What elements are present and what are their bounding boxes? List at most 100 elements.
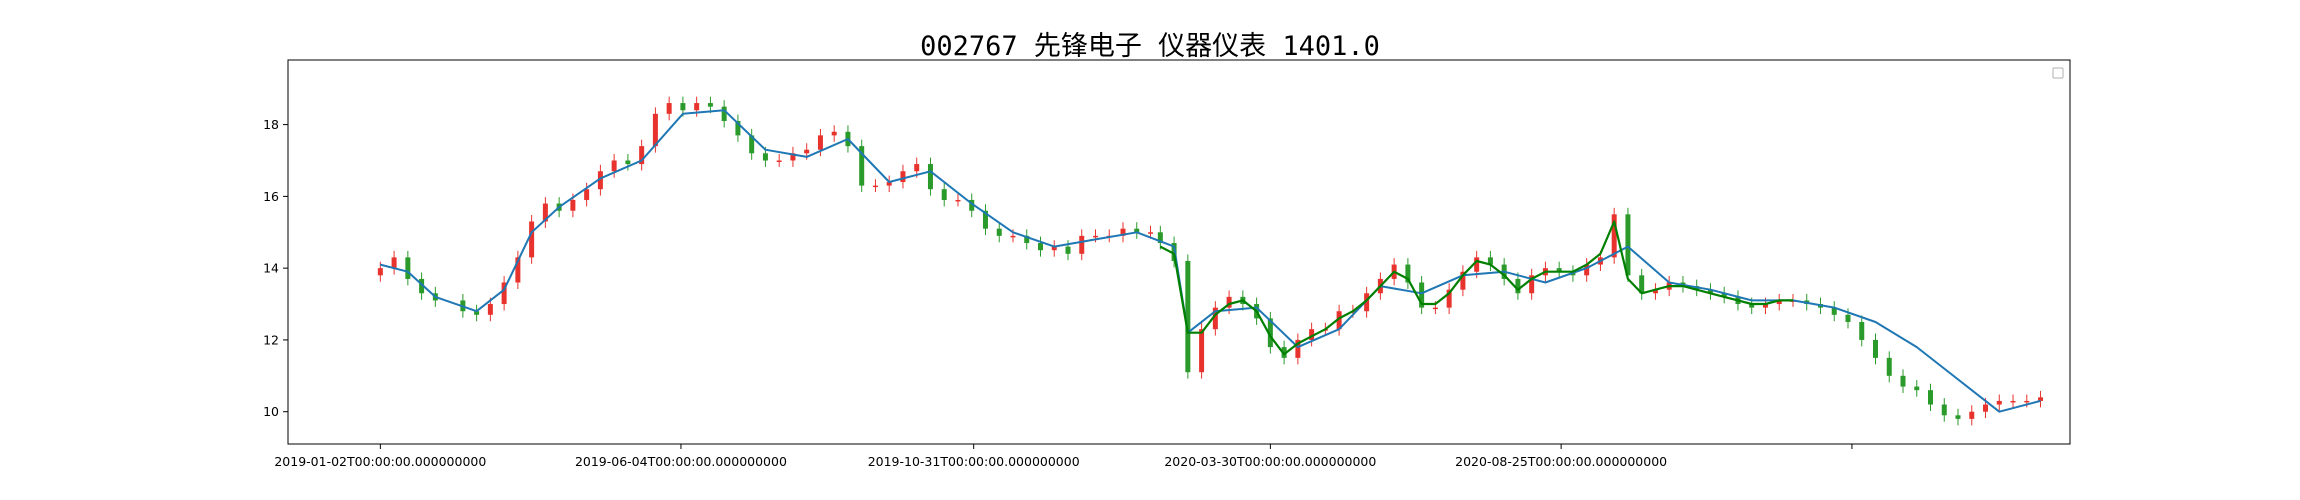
candle <box>859 139 865 193</box>
candle <box>542 197 548 228</box>
candle <box>1928 383 1934 411</box>
candle <box>2010 394 2016 408</box>
candle <box>1309 322 1315 347</box>
candle-body <box>501 282 507 305</box>
candle-body <box>1295 339 1301 358</box>
candle-body <box>391 257 397 269</box>
candle-body <box>1010 235 1016 238</box>
candle <box>1941 398 1947 422</box>
candle-body <box>762 153 768 161</box>
candle-body <box>1460 271 1466 290</box>
candle <box>1364 286 1370 318</box>
candle <box>391 250 397 275</box>
candle-body <box>1336 311 1342 330</box>
candle <box>1336 304 1342 336</box>
candle-body <box>1148 232 1154 234</box>
candle-body <box>969 199 975 211</box>
candle-body <box>1928 390 1934 405</box>
candle-body <box>790 153 796 161</box>
candle <box>872 179 878 193</box>
legend-box <box>2052 67 2064 79</box>
candle-body <box>982 210 988 229</box>
candle-body <box>1515 278 1521 294</box>
candle <box>749 128 755 160</box>
candle-body <box>1079 235 1085 254</box>
candle-body <box>1872 339 1878 358</box>
candle-body <box>1859 321 1865 340</box>
x-axis: 2019-01-02T00:00:00.000000000 2019-06-04T… <box>274 444 1853 469</box>
candle-body <box>831 131 837 136</box>
y-axis: 10 12 14 16 18 <box>263 117 288 419</box>
candle-body <box>584 189 590 200</box>
candle-body <box>1419 282 1425 308</box>
candle-body <box>817 135 823 150</box>
y-tick-label: 18 <box>263 117 279 132</box>
candle <box>1886 351 1892 383</box>
candle <box>1295 333 1301 365</box>
candle-body <box>680 103 686 111</box>
candle-body <box>1831 307 1837 315</box>
candle <box>1405 258 1411 289</box>
candle <box>405 250 411 286</box>
candle-body <box>1157 232 1163 244</box>
line-layer <box>380 109 2041 413</box>
candle-body <box>1267 318 1273 348</box>
candle <box>1707 283 1713 300</box>
candle-body <box>1134 228 1140 233</box>
candle-body <box>1529 275 1535 294</box>
candle <box>1157 225 1163 250</box>
candle <box>1134 222 1140 239</box>
candle-body <box>529 221 535 258</box>
candle-body <box>1886 357 1892 376</box>
candle <box>982 204 988 236</box>
candle <box>1024 229 1030 250</box>
candle-body <box>1969 411 1975 419</box>
candle <box>611 154 617 178</box>
candle <box>790 146 796 167</box>
candle-body <box>1446 289 1452 308</box>
candle-body <box>515 257 521 283</box>
candle-body <box>1556 268 1562 272</box>
candle-body <box>1762 304 1768 308</box>
candle-body <box>749 135 755 154</box>
candle <box>584 182 590 207</box>
chart-title: 002767 先锋电子 仪器仪表 1401.0 <box>920 31 1380 62</box>
candle <box>886 175 892 193</box>
ma-line-green <box>1159 220 1793 356</box>
candle-body <box>570 199 576 211</box>
candle <box>1185 254 1191 379</box>
candle-body <box>1037 243 1043 251</box>
candle <box>1872 333 1878 365</box>
candle-body <box>405 257 411 279</box>
y-tick-label: 16 <box>263 189 279 204</box>
candle-body <box>941 189 947 200</box>
candle-body <box>1474 257 1480 272</box>
candle-body <box>694 103 700 111</box>
candle-body <box>1309 329 1315 340</box>
candle <box>1721 286 1727 304</box>
candle-body <box>2024 400 2030 403</box>
candle-body <box>639 146 645 165</box>
candle-layer <box>377 96 2044 426</box>
candle-body <box>1983 404 1989 412</box>
candle <box>1859 315 1865 347</box>
candle-body <box>1212 307 1218 330</box>
candle <box>1267 311 1273 354</box>
candle <box>419 272 425 300</box>
candle-body <box>1487 257 1493 265</box>
candle-body <box>1226 296 1232 308</box>
candle-body <box>872 185 878 188</box>
candle-body <box>900 171 906 183</box>
candle <box>1584 258 1590 282</box>
candle-body <box>377 268 383 276</box>
candle <box>1079 229 1085 261</box>
candle <box>831 125 837 142</box>
candle-body <box>1639 275 1645 294</box>
candle-body <box>927 164 933 190</box>
candle <box>597 164 603 196</box>
candle-body <box>859 146 865 186</box>
candle <box>941 182 947 207</box>
candle-body <box>886 182 892 186</box>
candle <box>1556 261 1562 279</box>
